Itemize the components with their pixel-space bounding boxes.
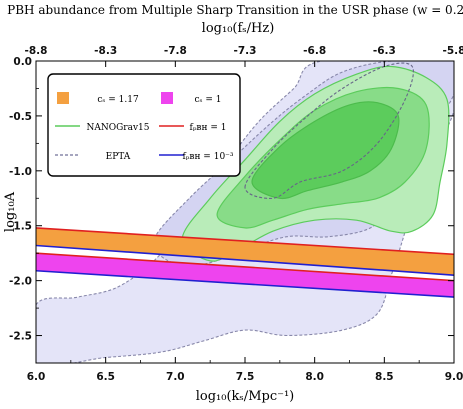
x-axis-label: log₁₀(kₛ/Mpc⁻¹) xyxy=(196,389,295,404)
top-axis-label: log₁₀(fₛ/Hz) xyxy=(202,21,275,36)
x-tick-label: 9.0 xyxy=(445,371,463,383)
band-0 xyxy=(36,227,454,276)
y-tick-label: 0.0 xyxy=(13,56,32,68)
y-axis-label: log₁₀A xyxy=(3,191,18,232)
legend-swatch-0 xyxy=(57,92,69,104)
top-tick-label: -8.8 xyxy=(25,45,48,57)
x-tick-label: 7.0 xyxy=(166,371,185,383)
region-nanograv15-4 xyxy=(251,101,400,200)
x-tick-label: 6.5 xyxy=(96,371,115,383)
band-1-lower-line xyxy=(36,269,454,298)
x-tick-label: 8.0 xyxy=(305,371,324,383)
band-0-upper-line xyxy=(36,227,454,256)
x-tick-label: 7.5 xyxy=(236,371,255,383)
top-tick-label: -6.8 xyxy=(303,45,326,57)
band-1 xyxy=(36,253,454,298)
y-tick-label: -0.5 xyxy=(9,111,32,123)
band-0-lower-line xyxy=(36,244,454,276)
y-tick-label: -1.5 xyxy=(9,221,32,233)
legend-box xyxy=(47,73,241,177)
top-tick-label: -6.3 xyxy=(373,45,396,57)
top-tick-label: -7.3 xyxy=(234,45,257,57)
legend-label-0: cₛ = 1.17 xyxy=(97,95,139,105)
top-tick-label: -8.3 xyxy=(94,45,117,57)
top-tick-label: -5.8 xyxy=(443,45,463,57)
y-tick-label: -2.0 xyxy=(9,276,32,288)
legend-label-3: fₚʙʜ = 1 xyxy=(190,123,227,133)
region-epta-5 xyxy=(244,62,414,199)
legend: cₛ = 1.17 cₛ = 1 NANOGrav15 fₚʙʜ = 1 EPTA fₚʙ… xyxy=(47,73,241,177)
bands-layer xyxy=(36,227,454,298)
x-tick-label: 6.0 xyxy=(27,371,46,383)
ticks-layer: 6.0 6.5 7.0 7.5 8.0 8.5 9.0 -8.8 -8.3 -7.8 -7.3 -6.… xyxy=(9,45,463,383)
legend-label-4: EPTA xyxy=(106,152,131,162)
chart-title: PBH abundance from Multiple Sharp Transi… xyxy=(7,3,463,17)
y-tick-label: -1.0 xyxy=(9,166,32,178)
top-tick-label: -7.8 xyxy=(164,45,187,57)
legend-swatch-1 xyxy=(161,92,173,104)
legend-label-5: fₚʙʜ = 10⁻³ xyxy=(182,152,233,162)
x-tick-label: 8.5 xyxy=(375,371,394,383)
legend-items: cₛ = 1.17 cₛ = 1 NANOGrav15 fₚʙʜ = 1 EPTA fₚʙ… xyxy=(55,92,234,162)
legend-label-2: NANOGrav15 xyxy=(86,123,149,133)
band-1-upper-line xyxy=(36,252,454,282)
legend-label-1: cₛ = 1 xyxy=(194,95,221,105)
y-tick-label: -2.5 xyxy=(9,331,32,343)
